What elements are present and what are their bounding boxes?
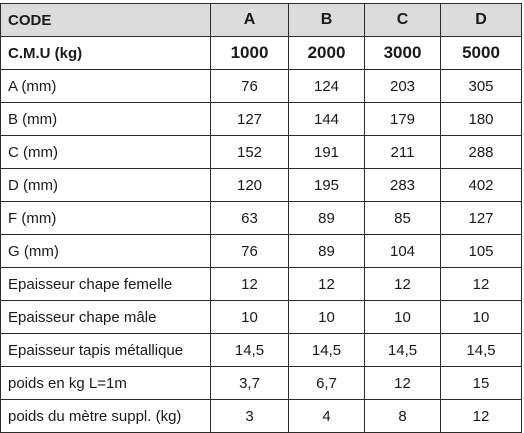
row-value-b: 124 bbox=[288, 69, 365, 103]
row-value-b: 89 bbox=[288, 234, 365, 268]
row-value-b: 191 bbox=[288, 135, 365, 169]
row-label: D (mm) bbox=[0, 168, 211, 202]
row-label: F (mm) bbox=[0, 201, 211, 235]
row-value-b: 4 bbox=[288, 399, 365, 433]
table-row: C (mm) 152 191 211 288 bbox=[0, 135, 522, 169]
row-value-b: 89 bbox=[288, 201, 365, 235]
row-value-a: 76 bbox=[210, 234, 289, 268]
cmu-label: C.M.U (kg) bbox=[0, 36, 211, 70]
header-code-c: C bbox=[364, 3, 441, 37]
row-value-d: 12 bbox=[440, 267, 522, 301]
row-value-d: 14,5 bbox=[440, 333, 522, 367]
row-label: B (mm) bbox=[0, 102, 211, 136]
row-value-d: 180 bbox=[440, 102, 522, 136]
row-value-c: 85 bbox=[364, 201, 441, 235]
row-value-b: 14,5 bbox=[288, 333, 365, 367]
table-row: Epaisseur tapis métallique 14,5 14,5 14,5 14… bbox=[0, 333, 522, 367]
cmu-row: C.M.U (kg) 1000 2000 3000 5000 bbox=[0, 36, 522, 70]
spec-table-wrapper: CODE A B C D C.M.U (kg) 1000 2000 3000 5… bbox=[0, 3, 522, 433]
row-value-a: 152 bbox=[210, 135, 289, 169]
header-row: CODE A B C D bbox=[0, 3, 522, 37]
row-label: poids en kg L=1m bbox=[0, 366, 211, 400]
cmu-value-d: 5000 bbox=[440, 36, 522, 70]
row-value-b: 144 bbox=[288, 102, 365, 136]
row-value-c: 211 bbox=[364, 135, 441, 169]
row-label: G (mm) bbox=[0, 234, 211, 268]
row-value-a: 10 bbox=[210, 300, 289, 334]
table-row: A (mm) 76 124 203 305 bbox=[0, 69, 522, 103]
row-value-b: 195 bbox=[288, 168, 365, 202]
row-value-a: 76 bbox=[210, 69, 289, 103]
row-value-c: 8 bbox=[364, 399, 441, 433]
row-value-d: 10 bbox=[440, 300, 522, 334]
header-code-a: A bbox=[210, 3, 289, 37]
row-value-d: 105 bbox=[440, 234, 522, 268]
cmu-value-a: 1000 bbox=[210, 36, 289, 70]
row-label: A (mm) bbox=[0, 69, 211, 103]
row-value-b: 6,7 bbox=[288, 366, 365, 400]
table-row: Epaisseur chape mâle 10 10 10 10 bbox=[0, 300, 522, 334]
row-value-c: 10 bbox=[364, 300, 441, 334]
row-value-a: 12 bbox=[210, 267, 289, 301]
row-value-a: 14,5 bbox=[210, 333, 289, 367]
row-value-d: 12 bbox=[440, 399, 522, 433]
row-label: Epaisseur chape femelle bbox=[0, 267, 211, 301]
cmu-value-c: 3000 bbox=[364, 36, 441, 70]
header-code-label: CODE bbox=[0, 3, 211, 37]
table-row: poids du mètre suppl. (kg) 3 4 8 12 bbox=[0, 399, 522, 433]
row-value-c: 104 bbox=[364, 234, 441, 268]
row-value-d: 127 bbox=[440, 201, 522, 235]
row-value-a: 127 bbox=[210, 102, 289, 136]
table-row: poids en kg L=1m 3,7 6,7 12 15 bbox=[0, 366, 522, 400]
row-value-a: 120 bbox=[210, 168, 289, 202]
table-row: F (mm) 63 89 85 127 bbox=[0, 201, 522, 235]
row-value-c: 12 bbox=[364, 366, 441, 400]
table-row: Epaisseur chape femelle 12 12 12 12 bbox=[0, 267, 522, 301]
header-code-d: D bbox=[440, 3, 522, 37]
row-value-d: 288 bbox=[440, 135, 522, 169]
row-value-c: 283 bbox=[364, 168, 441, 202]
row-label: Epaisseur chape mâle bbox=[0, 300, 211, 334]
row-label: Epaisseur tapis métallique bbox=[0, 333, 211, 367]
table-body: CODE A B C D C.M.U (kg) 1000 2000 3000 5… bbox=[0, 3, 522, 433]
row-value-a: 3,7 bbox=[210, 366, 289, 400]
row-value-d: 15 bbox=[440, 366, 522, 400]
row-label: C (mm) bbox=[0, 135, 211, 169]
row-value-a: 63 bbox=[210, 201, 289, 235]
row-value-b: 12 bbox=[288, 267, 365, 301]
row-label: poids du mètre suppl. (kg) bbox=[0, 399, 211, 433]
row-value-c: 203 bbox=[364, 69, 441, 103]
row-value-b: 10 bbox=[288, 300, 365, 334]
table-row: G (mm) 76 89 104 105 bbox=[0, 234, 522, 268]
row-value-c: 12 bbox=[364, 267, 441, 301]
header-code-b: B bbox=[288, 3, 365, 37]
row-value-d: 305 bbox=[440, 69, 522, 103]
table-row: B (mm) 127 144 179 180 bbox=[0, 102, 522, 136]
table-row: D (mm) 120 195 283 402 bbox=[0, 168, 522, 202]
row-value-d: 402 bbox=[440, 168, 522, 202]
cmu-value-b: 2000 bbox=[288, 36, 365, 70]
row-value-c: 179 bbox=[364, 102, 441, 136]
row-value-a: 3 bbox=[210, 399, 289, 433]
specification-table: CODE A B C D C.M.U (kg) 1000 2000 3000 5… bbox=[0, 3, 522, 433]
row-value-c: 14,5 bbox=[364, 333, 441, 367]
